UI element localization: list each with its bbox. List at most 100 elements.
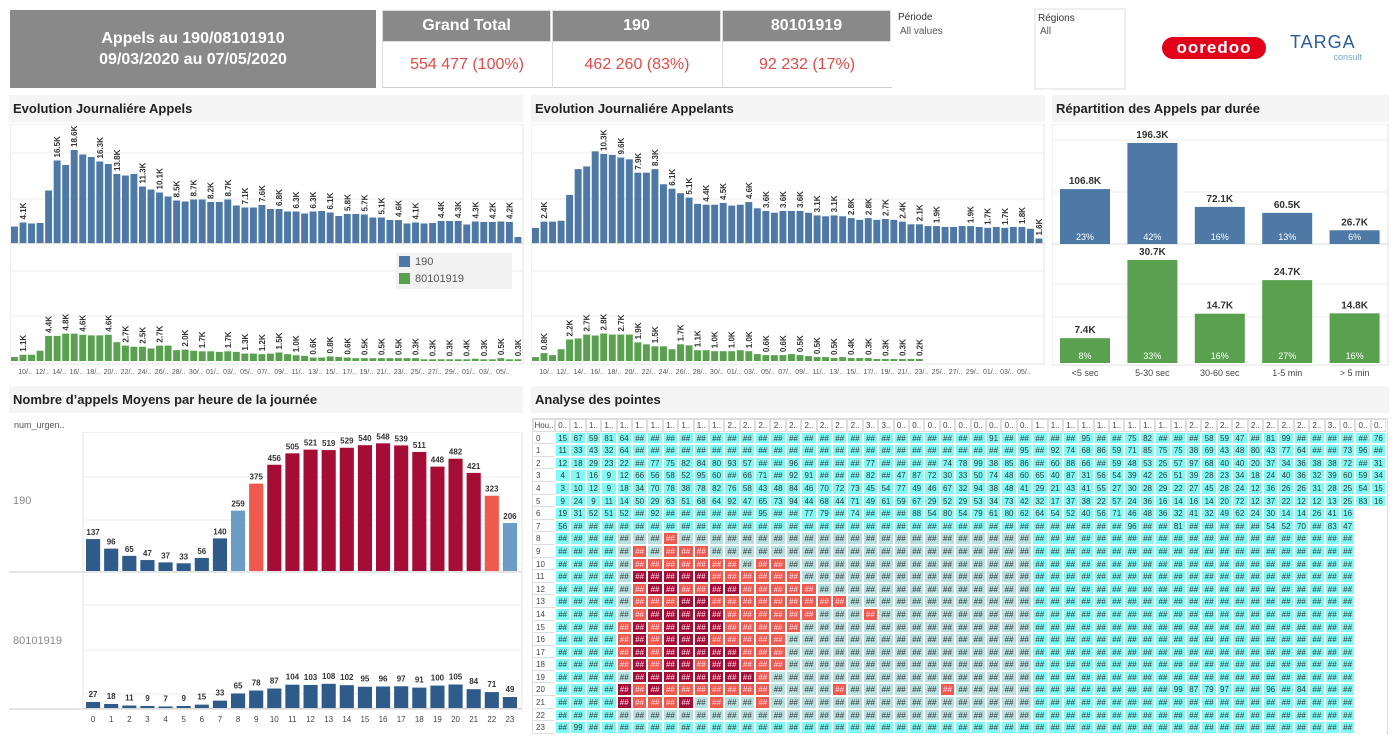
- kpi-190: 190 462 260 (83%): [552, 10, 721, 88]
- heatmap-cell: ##: [1170, 532, 1187, 545]
- heatmap-cell: ##: [662, 658, 679, 671]
- heatmap-cell: ##: [739, 519, 756, 533]
- heatmap-cell: ##: [1139, 683, 1156, 697]
- series-80101919-bar: [267, 688, 282, 708]
- series-190-bar: [173, 200, 181, 243]
- x-tick-label: 03/..: [223, 369, 237, 376]
- heatmap-cell: 79: [1201, 683, 1217, 697]
- heatmap-cell: ##: [1216, 658, 1233, 671]
- series-190-data-label: 4.4K: [702, 185, 711, 202]
- periode-filter[interactable]: Période All values: [898, 12, 943, 37]
- heatmap-cell: ##: [1278, 544, 1294, 558]
- heatmap-cell: ##: [939, 557, 956, 571]
- heatmap-cell: 23: [1216, 469, 1233, 482]
- heatmap-cell: 9: [585, 494, 602, 508]
- series-190-bar: [830, 215, 838, 243]
- heatmap-col-header: 1..: [693, 419, 709, 432]
- legend-item-190[interactable]: 190: [396, 253, 512, 270]
- heatmap-cell: 40: [1047, 469, 1063, 482]
- series-80101919-bar: [176, 705, 191, 708]
- heatmap-cell: ##: [708, 645, 725, 659]
- x-tick-label: 22/..: [121, 369, 135, 376]
- heatmap-cell: ##: [1293, 595, 1310, 608]
- heatmap-cell: ##: [755, 456, 771, 470]
- heatmap-cell: 11: [555, 444, 571, 457]
- heatmap-cell: ##: [1309, 519, 1325, 533]
- series-80101919-bar: [96, 335, 104, 361]
- heatmap-cell: 46: [1124, 507, 1140, 520]
- series-80101919-data-label: 0.5K: [813, 337, 822, 354]
- heatmap-cell: ##: [724, 570, 740, 583]
- heatmap-cell: ##: [1186, 582, 1202, 596]
- heatmap-cell: 68: [816, 494, 833, 508]
- periode-value[interactable]: All values: [900, 26, 943, 37]
- series-80101919-data-label: 0.3K: [429, 339, 438, 356]
- legend-item-80101919[interactable]: 80101919: [396, 270, 512, 287]
- heatmap-cell: ##: [939, 544, 956, 558]
- heatmap-cell: ##: [847, 444, 863, 457]
- heatmap-cell: ##: [1155, 544, 1171, 558]
- x-tick-label: 20/..: [625, 369, 639, 376]
- heatmap-cell: 85: [1001, 456, 1017, 470]
- series-190-data-label: 548: [376, 432, 390, 441]
- heatmap-cell: 88: [908, 507, 925, 520]
- x-tick-label: 27/..: [428, 369, 442, 376]
- heatmap-cell: ##: [739, 620, 756, 634]
- heatmap-cell: ##: [739, 595, 756, 608]
- heatmap-cell: ##: [708, 721, 725, 734]
- series-80101919-bar: [62, 333, 70, 361]
- x-tick-label: 23: [505, 715, 514, 724]
- series-80101919-bar: [770, 355, 778, 361]
- heatmap-cell: ##: [1124, 557, 1140, 571]
- heatmap-cell: 54: [1355, 481, 1371, 495]
- heatmap-cell: ##: [801, 607, 817, 621]
- heatmap-cell: ##: [1124, 696, 1140, 709]
- heatmap-cell: ##: [878, 658, 894, 671]
- heatmap-cell: ##: [585, 607, 602, 621]
- series-80101919-bar: [360, 358, 368, 361]
- heatmap-cell: ##: [708, 708, 725, 722]
- heatmap-cell: ##: [955, 431, 971, 445]
- duree-chart: 106.8K23%196.3K42%72.1K16%60.5K13%26.7K6…: [1052, 124, 1389, 378]
- heatmap-cell: ##: [616, 595, 632, 608]
- series-80101919-bar: [898, 359, 906, 361]
- heatmap-cell: ##: [785, 544, 802, 558]
- heatmap-cell: ##: [1124, 607, 1140, 621]
- heatmap-cell: ##: [1109, 570, 1125, 583]
- series-190-data-label: 1.8K: [1018, 207, 1027, 224]
- series-80101919-bar: [480, 359, 488, 361]
- heatmap-empty-cell: [1370, 620, 1387, 634]
- x-tick-label: 8: [236, 715, 241, 724]
- heatmap-cell: 75: [1155, 444, 1171, 457]
- heatmap-cell: ##: [1047, 544, 1063, 558]
- heatmap-cell: ##: [924, 658, 940, 671]
- heatmap-cell: ##: [847, 519, 863, 533]
- regions-filter[interactable]: Régions All: [1034, 8, 1126, 90]
- heatmap-cell: 12: [585, 481, 602, 495]
- x-tick-label: 11/..: [812, 369, 825, 376]
- series-190-data-label: 2.8K: [864, 198, 873, 215]
- heatmap-cell: ##: [1155, 721, 1171, 734]
- heatmap-cell: ##: [1078, 557, 1094, 571]
- heatmap-cell: 28: [1216, 481, 1233, 495]
- heatmap-cell: ##: [832, 633, 848, 646]
- heatmap-cell: 53: [1139, 456, 1156, 470]
- heatmap-cell: ##: [1032, 633, 1048, 646]
- series-190-bar: [497, 221, 505, 243]
- heatmap-cell: ##: [1232, 544, 1248, 558]
- heatmap-col-header: 0..: [555, 419, 571, 432]
- heatmap-cell: ##: [1262, 570, 1279, 583]
- heatmap-cell: ##: [1309, 431, 1325, 445]
- series-190-bar: [719, 202, 727, 243]
- heatmap-cell: ##: [1293, 582, 1310, 596]
- heatmap-cell: ##: [1324, 607, 1340, 621]
- heatmap-cell: ##: [1001, 708, 1017, 722]
- heatmap-cell: ##: [678, 532, 694, 545]
- regions-value[interactable]: All: [1040, 26, 1052, 37]
- heatmap-cell: ##: [1216, 582, 1233, 596]
- chart-legend: 190 80101919: [396, 253, 512, 289]
- periode-label: Période: [898, 12, 933, 23]
- series-190-bar: [950, 226, 958, 243]
